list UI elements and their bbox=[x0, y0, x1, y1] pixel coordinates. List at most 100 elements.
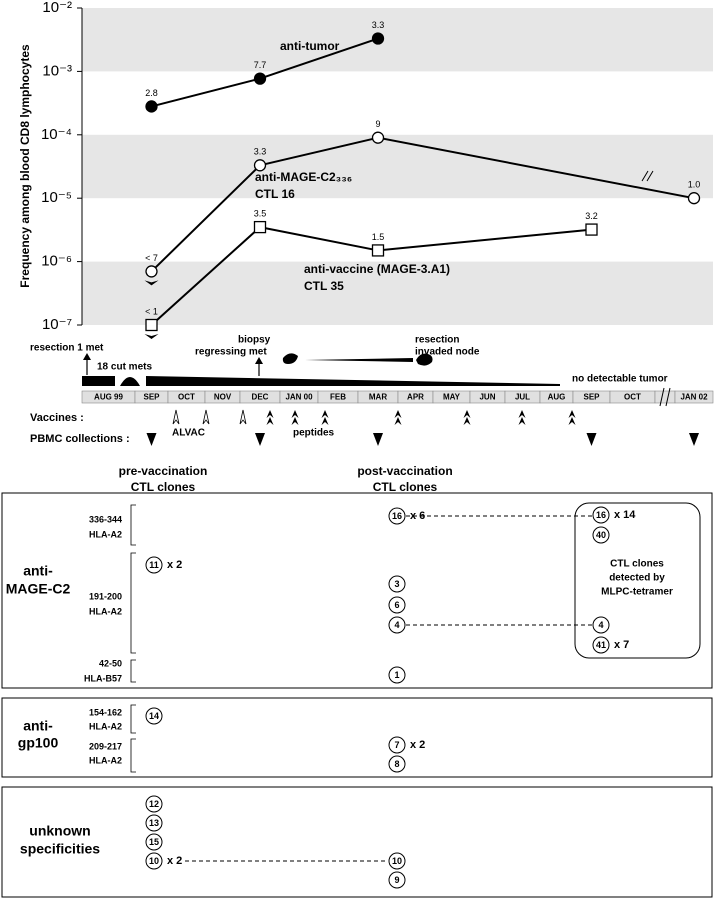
tetramer-note: CTL clones bbox=[610, 559, 664, 570]
clone-circle bbox=[388, 507, 406, 525]
panel-name: anti- bbox=[23, 718, 53, 734]
epitope-label: 42-50 bbox=[99, 658, 122, 668]
node-shape bbox=[416, 353, 433, 366]
series-clone: CTL 35 bbox=[304, 279, 344, 293]
clone-id: 13 bbox=[149, 818, 159, 828]
value-label: 9 bbox=[375, 119, 380, 129]
value-label: 2.8 bbox=[145, 88, 158, 98]
clone-id: 16 bbox=[596, 510, 606, 520]
panel-box bbox=[1, 786, 713, 898]
epitope-bracket bbox=[130, 704, 136, 734]
pbmc-marker bbox=[255, 433, 265, 446]
series-clone: CTL 16 bbox=[255, 187, 295, 201]
x-tick-label: AUG bbox=[548, 393, 566, 402]
clone-circle bbox=[592, 526, 610, 544]
epitope-bracket bbox=[130, 738, 136, 773]
axis-break bbox=[659, 387, 671, 407]
panel-name: specificities bbox=[20, 841, 100, 857]
epitope-label: HLA-A2 bbox=[89, 529, 122, 539]
x-tick-label: JAN 00 bbox=[285, 393, 313, 402]
panel-name: unknown bbox=[29, 823, 90, 839]
clone-circle bbox=[145, 833, 163, 851]
x-tick-label: APR bbox=[407, 393, 424, 402]
clone-count: x 6 bbox=[410, 510, 425, 522]
clone-id: 4 bbox=[598, 620, 603, 630]
clone-id: 7 bbox=[394, 740, 399, 750]
marker bbox=[687, 192, 701, 205]
event-label: resection bbox=[415, 335, 459, 346]
x-tick-label: SEP bbox=[143, 393, 160, 402]
marker bbox=[145, 265, 158, 278]
vaccine-arrow bbox=[394, 410, 402, 425]
panel-box bbox=[1, 697, 713, 778]
epitope-label: 336-344 bbox=[89, 514, 122, 524]
series-label: anti-vaccine (MAGE-3.A1) bbox=[304, 262, 450, 276]
y-axis-title: Frequency among blood CD8 lymphocytes bbox=[18, 44, 32, 288]
clone-circle bbox=[388, 736, 406, 754]
marker bbox=[371, 244, 385, 257]
x-tick-label: AUG 99 bbox=[94, 393, 123, 402]
marker bbox=[145, 100, 158, 113]
clone-count: x 2 bbox=[167, 559, 182, 571]
epitope-bracket bbox=[130, 659, 136, 683]
pbmc-marker bbox=[373, 433, 383, 446]
value-label: < 1 bbox=[145, 306, 158, 316]
x-tick-label: JAN 02 bbox=[680, 393, 708, 402]
tetramer-box bbox=[574, 502, 701, 659]
clone-id: 12 bbox=[149, 799, 159, 809]
vaccine-arrow bbox=[172, 409, 180, 425]
clone-circle bbox=[592, 506, 610, 524]
value-label: 1.0 bbox=[688, 180, 701, 190]
clone-count: x 2 bbox=[410, 739, 425, 751]
vaccine-arrow bbox=[463, 410, 471, 425]
clone-circle bbox=[388, 616, 406, 634]
tetramer-note: MLPC-tetramer bbox=[601, 587, 673, 598]
clone-id: 10 bbox=[392, 856, 402, 866]
x-tick-label: NOV bbox=[214, 393, 232, 402]
clone-diagram: pre-vaccination CTL clones post-vaccinatio… bbox=[1, 464, 713, 898]
event-label: resection 1 met bbox=[30, 343, 104, 354]
marker bbox=[371, 131, 385, 144]
clone-circle bbox=[388, 666, 406, 684]
bands bbox=[82, 8, 713, 325]
clone-count: x 14 bbox=[614, 509, 636, 521]
tumor-dome bbox=[120, 377, 140, 386]
line-break bbox=[641, 170, 654, 182]
y-tick-label: 10⁻⁵ bbox=[41, 189, 72, 206]
series-line bbox=[259, 37, 379, 80]
panel-box bbox=[1, 492, 713, 689]
value-label: 3.3 bbox=[372, 20, 385, 30]
epitope-label: HLA-A2 bbox=[89, 755, 122, 765]
column-header: CTL clones bbox=[131, 480, 196, 494]
epitope-label: HLA-A2 bbox=[89, 721, 122, 731]
panel-name: anti- bbox=[23, 563, 53, 579]
clone-id: 10 bbox=[149, 856, 159, 866]
value-label: 3.5 bbox=[254, 208, 267, 218]
column-header: pre-vaccination bbox=[119, 464, 208, 478]
clone-id: 1 bbox=[394, 670, 399, 680]
clone-id: 16 bbox=[392, 511, 402, 521]
vaccine-arrow bbox=[518, 410, 526, 425]
clone-id: 4 bbox=[394, 620, 399, 630]
y-tick-label: 10⁻³ bbox=[42, 62, 72, 79]
series-line bbox=[259, 136, 379, 167]
clone-count: x 7 bbox=[614, 639, 629, 651]
epitope-bracket bbox=[130, 504, 136, 546]
clone-circle bbox=[145, 852, 163, 870]
series-line bbox=[377, 136, 695, 200]
grid-band bbox=[82, 8, 713, 72]
month-cell bbox=[674, 390, 714, 404]
epitope-label: 154-162 bbox=[89, 707, 122, 717]
column-header: post-vaccination bbox=[357, 464, 452, 478]
value-label: 3.3 bbox=[254, 147, 267, 157]
vaccine-arrow bbox=[291, 410, 299, 425]
pbmc-marker bbox=[689, 433, 699, 446]
month-cell bbox=[654, 390, 676, 404]
marker bbox=[585, 223, 598, 236]
vaccine-arrow bbox=[239, 409, 247, 425]
series-label: anti-tumor bbox=[280, 39, 340, 53]
clone-circle bbox=[145, 814, 163, 832]
y-tick-label: 10⁻⁴ bbox=[41, 126, 72, 143]
clone-id: 15 bbox=[149, 837, 159, 847]
